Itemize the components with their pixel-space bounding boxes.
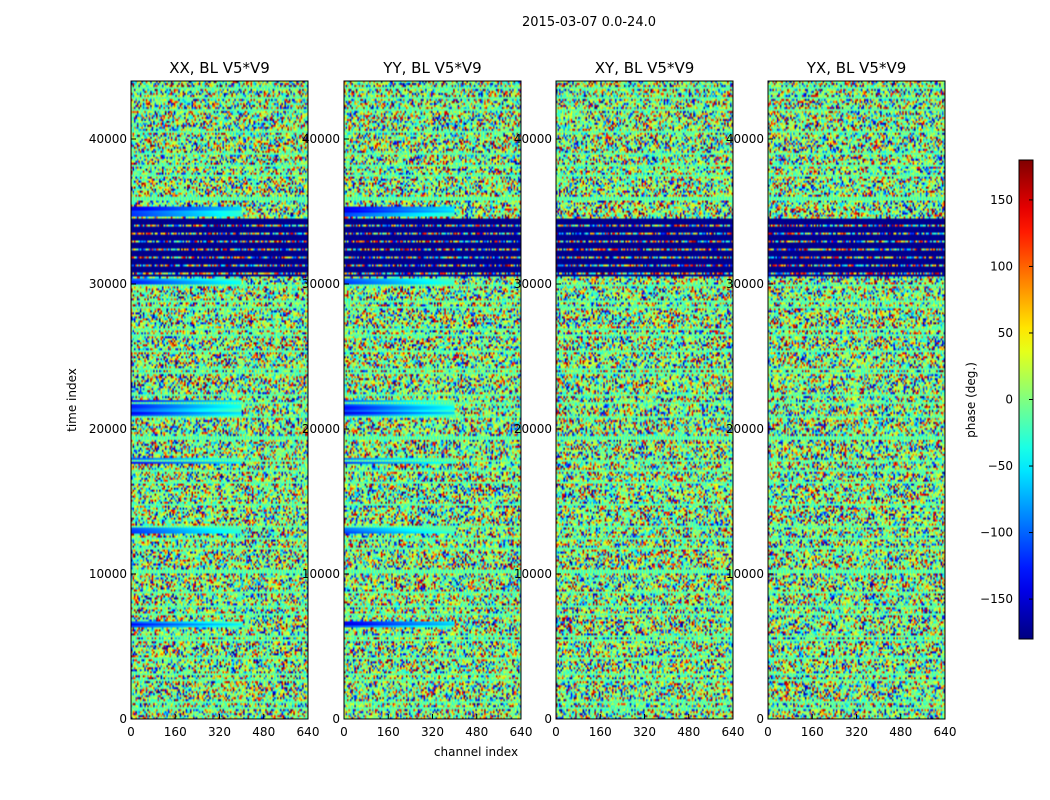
x-tick-label: 0 [127,725,135,739]
x-tick-label: 640 [510,725,533,739]
x-tick-label: 160 [589,725,612,739]
colorbar-tick-label: 50 [998,326,1013,340]
x-tick-label: 160 [164,725,187,739]
x-tick-label: 480 [252,725,275,739]
x-tick-label: 640 [297,725,320,739]
heatmap-image [768,81,945,719]
x-tick-label: 480 [465,725,488,739]
colorbar-tick-label: 0 [1005,393,1013,407]
x-tick-label: 640 [934,725,957,739]
y-tick-label: 40000 [302,132,340,146]
x-tick-label: 320 [421,725,444,739]
colorbar-tick-label: −150 [980,592,1013,606]
y-tick-label: 0 [544,712,552,726]
y-tick-label: 20000 [726,422,764,436]
colorbar-tick-label: −100 [980,526,1013,540]
panel-3: YX, BL V5*V9 0 160 320 480 640 0 10000 20000 3000… [726,59,957,739]
y-tick-label: 40000 [726,132,764,146]
y-tick-label: 20000 [514,422,552,436]
x-tick-label: 320 [208,725,231,739]
x-tick-label: 640 [722,725,745,739]
colorbar-label: phase (deg.) [964,362,978,438]
x-tick-label: 160 [377,725,400,739]
x-tick-label: 320 [845,725,868,739]
panel-1: YY, BL V5*V9 0 160 320 480 640 0 10000 20000 3000… [302,59,533,739]
y-tick-label: 0 [119,712,127,726]
x-tick-label: 0 [552,725,560,739]
x-tick-label: 480 [889,725,912,739]
x-tick-label: 160 [801,725,824,739]
panel-title: XY, BL V5*V9 [595,59,695,77]
panel-title: XX, BL V5*V9 [169,59,270,77]
colorbar-tick-label: −50 [988,459,1013,473]
y-tick-label: 0 [756,712,764,726]
x-tick-label: 480 [677,725,700,739]
figure-suptitle: 2015-03-07 0.0-24.0 [522,15,656,30]
x-tick-label: 320 [633,725,656,739]
y-tick-label: 20000 [302,422,340,436]
panels: XX, BL V5*V9 0 160 320 480 640 0 10000 20000 3000… [89,59,957,739]
y-tick-label: 20000 [89,422,127,436]
colorbar-tick-label: 100 [990,259,1013,273]
y-tick-label: 10000 [514,567,552,581]
y-tick-label: 10000 [89,567,127,581]
colorbar: −150 −100 −50 0 50 100 150 [980,159,1034,640]
x-tick-label: 0 [340,725,348,739]
y-tick-label: 0 [332,712,340,726]
panel-title: YX, BL V5*V9 [806,59,907,77]
y-tick-label: 30000 [302,277,340,291]
panel-title: YY, BL V5*V9 [382,59,481,77]
colorbar-tick-label: 150 [990,193,1013,207]
y-tick-label: 10000 [302,567,340,581]
y-tick-label: 40000 [89,132,127,146]
y-tick-label: 40000 [514,132,552,146]
heatmap-image [131,81,308,719]
y-tick-label: 10000 [726,567,764,581]
y-tick-label: 30000 [726,277,764,291]
y-tick-label: 30000 [89,277,127,291]
heatmap-image [344,81,521,719]
x-tick-label: 0 [764,725,772,739]
y-axis-label: time index [65,368,79,432]
y-tick-label: 30000 [514,277,552,291]
panel-2: XY, BL V5*V9 0 160 320 480 640 0 10000 20000 3000… [514,59,745,739]
x-axis-label: channel index [434,745,518,759]
heatmap-image [556,81,733,719]
panel-0: XX, BL V5*V9 0 160 320 480 640 0 10000 20000 3000… [89,59,320,739]
